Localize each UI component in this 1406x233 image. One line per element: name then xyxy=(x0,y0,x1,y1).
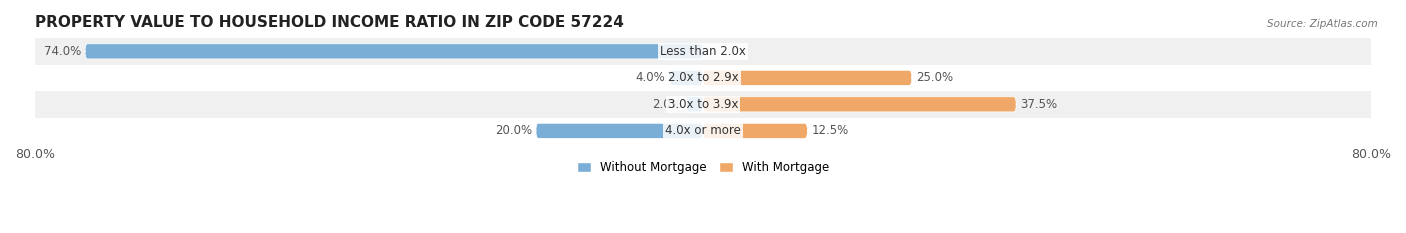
Text: Source: ZipAtlas.com: Source: ZipAtlas.com xyxy=(1267,19,1378,29)
Bar xyxy=(35,38,1371,65)
Text: 4.0x or more: 4.0x or more xyxy=(665,124,741,137)
FancyBboxPatch shape xyxy=(703,97,1017,112)
FancyBboxPatch shape xyxy=(536,123,703,138)
FancyBboxPatch shape xyxy=(703,123,807,138)
Bar xyxy=(35,118,1371,144)
FancyBboxPatch shape xyxy=(84,44,703,59)
FancyBboxPatch shape xyxy=(686,97,703,112)
Text: 74.0%: 74.0% xyxy=(44,45,82,58)
FancyBboxPatch shape xyxy=(669,70,703,86)
Text: 25.0%: 25.0% xyxy=(915,71,953,84)
Text: 12.5%: 12.5% xyxy=(811,124,849,137)
Bar xyxy=(35,91,1371,118)
Legend: Without Mortgage, With Mortgage: Without Mortgage, With Mortgage xyxy=(572,156,834,178)
Bar xyxy=(35,65,1371,91)
Text: 3.0x to 3.9x: 3.0x to 3.9x xyxy=(668,98,738,111)
Text: Less than 2.0x: Less than 2.0x xyxy=(659,45,747,58)
Text: 4.0%: 4.0% xyxy=(636,71,665,84)
FancyBboxPatch shape xyxy=(703,70,912,86)
Text: 2.0%: 2.0% xyxy=(652,98,682,111)
Text: 20.0%: 20.0% xyxy=(495,124,531,137)
Text: PROPERTY VALUE TO HOUSEHOLD INCOME RATIO IN ZIP CODE 57224: PROPERTY VALUE TO HOUSEHOLD INCOME RATIO… xyxy=(35,15,624,30)
Text: 2.0x to 2.9x: 2.0x to 2.9x xyxy=(668,71,738,84)
Text: 37.5%: 37.5% xyxy=(1021,98,1057,111)
